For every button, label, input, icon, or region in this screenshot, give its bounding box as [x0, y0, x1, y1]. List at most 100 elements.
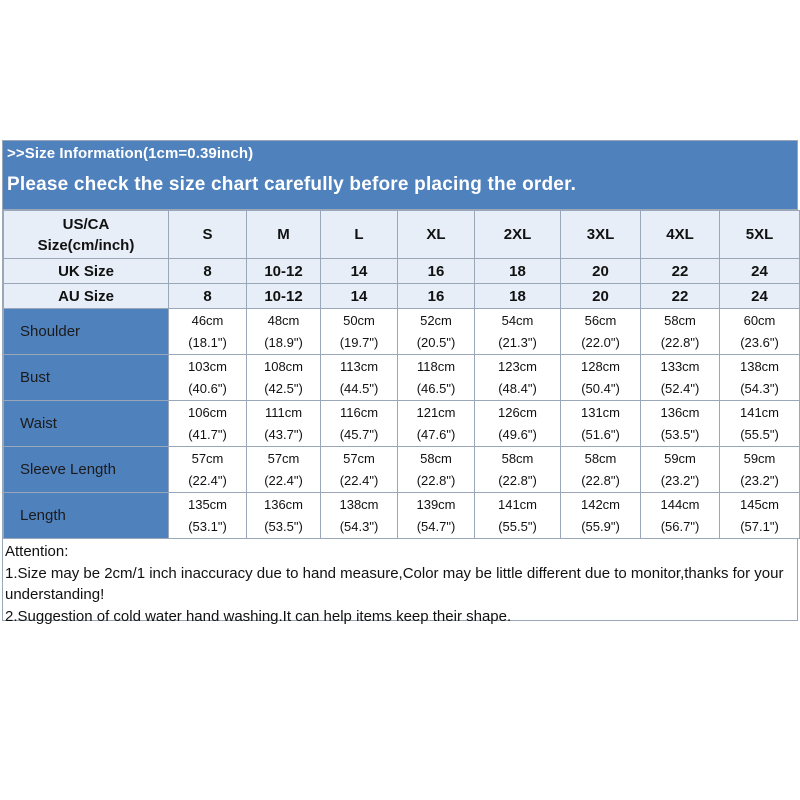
measurement-cell: 58cm (22.8") — [397, 446, 475, 493]
measurement-cell: 128cm (50.4") — [560, 354, 641, 401]
au-size-cell: 24 — [719, 283, 800, 309]
measurement-cell: 106cm (41.7") — [168, 400, 247, 447]
au-size-cell: 10-12 — [246, 283, 321, 309]
cm-value: 103cm — [187, 358, 228, 374]
cm-value: 58cm — [584, 450, 617, 466]
measurement-row: Bust 103cm (40.6") 108cm (42.5") 113cm (44.5")… — [3, 354, 800, 401]
au-size-cell: 8 — [168, 283, 247, 309]
inch-value: (23.2") — [740, 472, 779, 488]
measurement-label: Waist — [3, 400, 169, 447]
cm-value: 106cm — [187, 404, 228, 420]
cm-value: 58cm — [420, 450, 452, 466]
cm-value: 59cm — [743, 450, 776, 466]
cm-value: 118cm — [416, 358, 456, 374]
inch-value: (20.5") — [416, 334, 456, 350]
measurement-cell: 48cm (18.9") — [246, 308, 321, 355]
cm-value: 113cm — [339, 358, 379, 374]
inch-value: (46.5") — [416, 380, 456, 396]
cm-value: 136cm — [263, 496, 304, 512]
attention-note-1: 1.Size may be 2cm/1 inch inaccuracy due … — [5, 564, 784, 604]
inch-value: (48.4") — [498, 380, 537, 396]
cm-value: 57cm — [343, 450, 375, 466]
inch-value: (21.3") — [498, 334, 537, 350]
measurement-cell: 136cm (53.5") — [246, 492, 321, 539]
cm-value: 57cm — [267, 450, 300, 466]
measurement-label: Sleeve Length — [3, 446, 169, 493]
au-size-row: AU Size 8 10-12 14 16 18 20 22 24 — [3, 283, 800, 309]
measurement-cell: 111cm (43.7") — [246, 400, 321, 447]
cm-value: 142cm — [580, 496, 621, 512]
inch-value: (55.5") — [498, 518, 537, 534]
uk-size-row: UK Size 8 10-12 14 16 18 20 22 24 — [3, 258, 800, 284]
inch-value: (22.8") — [660, 334, 700, 350]
size-chart-header: >>Size Information(1cm=0.39inch) Please … — [3, 141, 797, 210]
inch-value: (53.1") — [188, 518, 227, 534]
measurement-cell: 121cm (47.6") — [397, 400, 475, 447]
size-header-cell: XL — [397, 210, 475, 259]
cm-value: 116cm — [339, 404, 379, 420]
inch-value: (49.6") — [498, 426, 537, 442]
inch-value: (54.7") — [416, 518, 456, 534]
size-header-cell: 3XL — [560, 210, 641, 259]
measurement-cell: 46cm (18.1") — [168, 308, 247, 355]
measurement-cell: 58cm (22.8") — [560, 446, 641, 493]
inch-value: (22.4") — [264, 472, 303, 488]
cm-value: 59cm — [664, 450, 696, 466]
cm-value: 135cm — [187, 496, 228, 512]
au-size-label: AU Size — [3, 283, 169, 309]
measurement-cell: 135cm (53.1") — [168, 492, 247, 539]
measurement-cell: 142cm (55.9") — [560, 492, 641, 539]
cm-value: 111cm — [264, 404, 303, 420]
cm-value: 60cm — [743, 312, 776, 328]
cm-value: 52cm — [420, 312, 452, 328]
cm-value: 50cm — [343, 312, 375, 328]
measurement-cell: 131cm (51.6") — [560, 400, 641, 447]
au-size-cell: 14 — [320, 283, 398, 309]
cm-value: 123cm — [497, 358, 538, 374]
size-header-cell: M — [246, 210, 321, 259]
measurement-cell: 139cm (54.7") — [397, 492, 475, 539]
inch-value: (54.3") — [740, 380, 779, 396]
au-size-cell: 20 — [560, 283, 641, 309]
au-size-cell: 16 — [397, 283, 475, 309]
inch-value: (43.7") — [264, 426, 303, 442]
inch-value: (56.7") — [660, 518, 700, 534]
inch-value: (51.6") — [581, 426, 620, 442]
measurement-cell: 145cm (57.1") — [719, 492, 800, 539]
measurement-cell: 116cm (45.7") — [320, 400, 398, 447]
measurement-cell: 123cm (48.4") — [474, 354, 561, 401]
inch-value: (23.2") — [660, 472, 700, 488]
cm-value: 138cm — [739, 358, 780, 374]
measurement-row: Sleeve Length 57cm (22.4") 57cm (22.4") 57cm (… — [3, 446, 800, 493]
inch-value: (47.6") — [416, 426, 456, 442]
inch-value: (53.5") — [264, 518, 303, 534]
size-info-title: >>Size Information(1cm=0.39inch) — [7, 145, 254, 162]
cm-value: 46cm — [191, 312, 224, 328]
measurement-cell: 138cm (54.3") — [719, 354, 800, 401]
measurement-cell: 126cm (49.6") — [474, 400, 561, 447]
attention-note-2: 2.Suggestion of cold water hand washing.… — [5, 607, 512, 625]
cm-value: 108cm — [263, 358, 304, 374]
inch-value: (23.6") — [740, 334, 779, 350]
size-header-corner: US/CA Size(cm/inch) — [3, 210, 169, 259]
cm-value: 58cm — [501, 450, 534, 466]
size-header-cell: L — [320, 210, 398, 259]
us-ca-label: US/CA — [62, 215, 110, 233]
uk-size-label: UK Size — [3, 258, 169, 284]
cm-value: 144cm — [660, 496, 700, 512]
measurement-row: Shoulder 46cm (18.1") 48cm (18.9") 50cm (19.7"… — [3, 308, 800, 355]
size-header-cell: 2XL — [474, 210, 561, 259]
us-size-row: US/CA Size(cm/inch) S M L XL 2XL 3XL 4XL 5XL — [3, 210, 800, 259]
measurement-cell: 144cm (56.7") — [640, 492, 720, 539]
inch-value: (57.1") — [740, 518, 779, 534]
measurement-cell: 59cm (23.2") — [719, 446, 800, 493]
size-unit-label: Size(cm/inch) — [37, 236, 135, 254]
measurement-cell: 60cm (23.6") — [719, 308, 800, 355]
au-size-cell: 22 — [640, 283, 720, 309]
inch-value: (22.8") — [498, 472, 537, 488]
inch-value: (22.8") — [581, 472, 620, 488]
measurement-cell: 108cm (42.5") — [246, 354, 321, 401]
measurement-cell: 52cm (20.5") — [397, 308, 475, 355]
measurement-cell: 136cm (53.5") — [640, 400, 720, 447]
cm-value: 54cm — [501, 312, 534, 328]
